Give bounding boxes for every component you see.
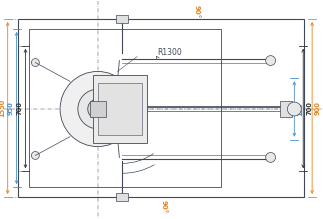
Text: 700: 700 xyxy=(306,102,312,115)
Circle shape xyxy=(287,102,301,116)
Bar xyxy=(17,19,304,197)
Circle shape xyxy=(266,56,276,65)
Bar xyxy=(280,101,292,117)
Bar xyxy=(90,101,106,117)
Circle shape xyxy=(60,71,135,147)
Circle shape xyxy=(78,89,117,129)
Bar xyxy=(116,193,128,201)
Circle shape xyxy=(31,59,39,67)
Bar xyxy=(116,15,128,23)
Text: 1550: 1550 xyxy=(0,99,5,117)
Text: 90°: 90° xyxy=(193,5,200,18)
Text: 700: 700 xyxy=(16,102,23,115)
Circle shape xyxy=(88,99,108,119)
Circle shape xyxy=(266,152,276,162)
Text: R1300: R1300 xyxy=(157,48,182,57)
Bar xyxy=(93,75,147,143)
Bar xyxy=(29,29,221,187)
Bar xyxy=(98,83,142,135)
Text: 90°: 90° xyxy=(161,200,167,214)
Text: 950: 950 xyxy=(8,101,14,115)
Circle shape xyxy=(31,152,39,159)
Text: 135: 135 xyxy=(297,102,303,116)
Text: 900: 900 xyxy=(315,101,321,115)
